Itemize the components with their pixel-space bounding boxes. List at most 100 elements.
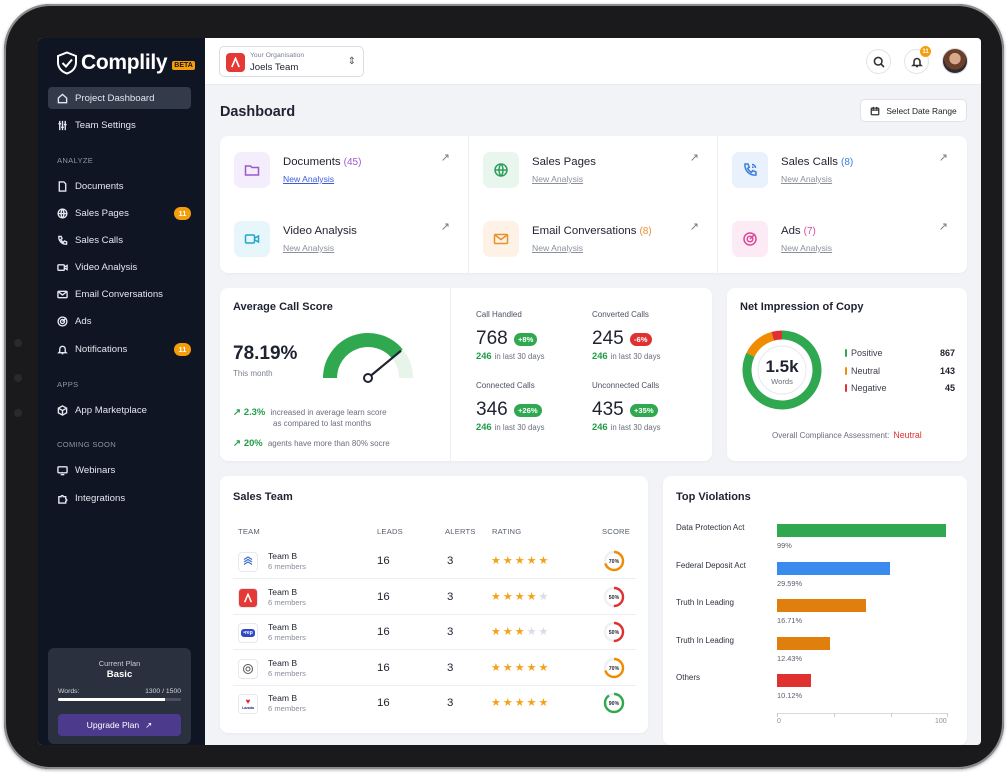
sidebar-item-label: Sales Pages	[75, 207, 129, 219]
chevron-up-down-icon: ⇕	[347, 56, 356, 67]
user-avatar[interactable]	[942, 48, 968, 74]
donut-center-label: Words	[771, 377, 793, 386]
analysis-count: (7)	[803, 226, 816, 237]
analysis-tile-email-conversations[interactable]: Email Conversations (8) New Analysis ↗	[469, 205, 717, 273]
sidebar-item-project-dashboard[interactable]: Project Dashboard	[48, 87, 191, 109]
score-text: 90%	[609, 701, 620, 707]
app-logo[interactable]: Complily BETA	[56, 51, 195, 75]
sales-team-title: Sales Team	[233, 491, 293, 503]
notifications-button[interactable]: 11	[904, 46, 931, 74]
target-icon	[732, 221, 768, 257]
section-heading-apps: APPS	[57, 380, 79, 389]
legend-swatch	[845, 349, 847, 357]
mail-icon	[483, 221, 519, 257]
new-analysis-link[interactable]: New Analysis	[781, 243, 833, 253]
score-ring: 90%	[603, 692, 625, 714]
stat-change-badge: -6%	[630, 333, 652, 346]
sidebar-item-sales-calls[interactable]: Sales Calls	[48, 229, 191, 251]
new-analysis-link[interactable]: New Analysis	[283, 243, 335, 253]
donut-slice-neutral	[746, 331, 775, 357]
violation-bar[interactable]	[777, 524, 947, 537]
violation-bar[interactable]	[777, 599, 866, 612]
sidebar-item-sales-pages[interactable]: Sales Pages 11	[48, 202, 191, 224]
trend-up-arrow-icon: ↗	[233, 406, 241, 417]
arrow-up-right-icon[interactable]: ↗	[440, 152, 450, 164]
arrow-up-right-icon[interactable]: ↗	[689, 221, 699, 233]
sidebar-item-webinars[interactable]: Webinars	[48, 459, 191, 481]
bell-icon	[910, 57, 923, 67]
x-axis-tick	[947, 713, 948, 717]
sidebar-item-documents[interactable]: Documents	[48, 175, 191, 197]
arrow-up-right-icon[interactable]: ↗	[440, 221, 450, 233]
sidebar-item-email-conversations[interactable]: Email Conversations	[48, 283, 191, 305]
star-icon: ★	[514, 626, 527, 638]
stat-foot-text: in last 30 days	[610, 423, 661, 432]
legend-label: Positive	[851, 348, 883, 358]
violation-bar[interactable]	[777, 561, 890, 575]
sidebar-item-app-marketplace[interactable]: App Marketplace	[48, 399, 191, 421]
analysis-title: Email Conversations (8)	[532, 225, 652, 237]
violation-percent: 16.71%	[777, 616, 803, 625]
table-row[interactable]: Team B 6 members 16 3 ★★★★★ 70%	[233, 651, 636, 686]
divider	[468, 136, 469, 273]
violation-bar[interactable]	[777, 674, 812, 687]
stat-footnote: 246 in last 30 days	[592, 350, 661, 361]
table-row[interactable]: ♥ Lazada Team B 6 members 16 3 ★★★★★ 90%	[233, 686, 636, 721]
star-icon: ★	[526, 590, 539, 603]
trend-value: 2.3%	[243, 406, 266, 417]
arrow-up-right-icon[interactable]: ↗	[938, 221, 948, 233]
analysis-tile-documents[interactable]: Documents (45) New Analysis ↗	[220, 136, 468, 204]
search-button[interactable]	[866, 49, 891, 74]
violation-bar[interactable]	[777, 636, 830, 650]
column-header-rating: RATING	[492, 527, 522, 536]
upgrade-plan-button[interactable]: Upgrade Plan ↗	[58, 714, 181, 736]
sidebar-item-ads[interactable]: Ads	[48, 310, 191, 332]
analysis-tile-sales-calls[interactable]: Sales Calls (8) New Analysis ↗	[718, 136, 966, 204]
sidebar-item-integrations[interactable]: Integrations	[48, 487, 191, 509]
team-name: Team B	[268, 657, 298, 668]
violation-label: Data Protection Act	[676, 523, 745, 532]
sidebar-item-label: Notifications	[75, 343, 128, 355]
sidebar: Complily BETA Project Dashboard Team Set…	[38, 38, 205, 745]
analysis-tile-sales-pages[interactable]: Sales Pages New Analysis ↗	[469, 136, 717, 204]
x-axis-tick	[834, 713, 835, 717]
stat-change-badge: +8%	[514, 333, 538, 346]
arrow-up-right-icon[interactable]: ↗	[689, 152, 699, 164]
analysis-tile-video-analysis[interactable]: Video Analysis New Analysis ↗	[220, 205, 468, 273]
sidebar-item-notifications[interactable]: Notifications 11	[48, 338, 191, 360]
donut-slice-negative	[771, 330, 783, 341]
legend-label: Negative	[851, 383, 887, 393]
divider	[717, 136, 718, 273]
select-date-range-button[interactable]: Select Date Range	[860, 99, 967, 122]
sidebar-item-video-analysis[interactable]: Video Analysis	[48, 256, 191, 278]
stat-footnote: 246 in last 30 days	[476, 421, 545, 432]
trend-text-secondary: as compared to last months	[273, 418, 372, 428]
star-icon: ★	[502, 661, 515, 674]
sales-pages-count-badge: 11	[174, 206, 191, 220]
table-row[interactable]: Team B 6 members 16 3 ★★★★★ 70%	[233, 544, 636, 579]
team-members: 6 members	[268, 668, 306, 678]
legend-swatch	[845, 384, 847, 392]
score-text: 50%	[609, 595, 620, 601]
analysis-grid-card: Documents (45) New Analysis ↗ Sales Pages…	[220, 136, 967, 273]
table-row[interactable]: Team B 6 members 16 3 ★★★★★ 50%	[233, 580, 636, 615]
gauge-fill	[323, 333, 403, 379]
new-analysis-link[interactable]: New Analysis	[532, 174, 584, 184]
box-icon	[57, 404, 68, 416]
trend-value: 20%	[243, 437, 263, 448]
new-analysis-link[interactable]: New Analysis	[283, 174, 335, 184]
sidebar-item-team-settings[interactable]: Team Settings	[48, 114, 191, 136]
arrow-up-right-icon[interactable]: ↗	[938, 152, 948, 164]
sidebar-item-label: Video Analysis	[75, 261, 138, 273]
table-row[interactable]: •rep Team B 6 members 16 3 ★★★★★ 50%	[233, 615, 636, 650]
score-ring: 50%	[603, 586, 625, 608]
organisation-selector[interactable]: Your Organisation Joels Team ⇕	[219, 46, 364, 77]
new-analysis-link[interactable]: New Analysis	[532, 243, 584, 253]
divider	[450, 288, 451, 461]
legend-item-negative: Negative 45	[845, 383, 955, 393]
analysis-tile-ads[interactable]: Ads (7) New Analysis ↗	[718, 205, 966, 273]
violation-label: Others	[676, 673, 701, 682]
words-label: Words:	[58, 688, 80, 695]
sidebar-item-label: Sales Calls	[75, 234, 123, 246]
new-analysis-link[interactable]: New Analysis	[781, 174, 833, 184]
